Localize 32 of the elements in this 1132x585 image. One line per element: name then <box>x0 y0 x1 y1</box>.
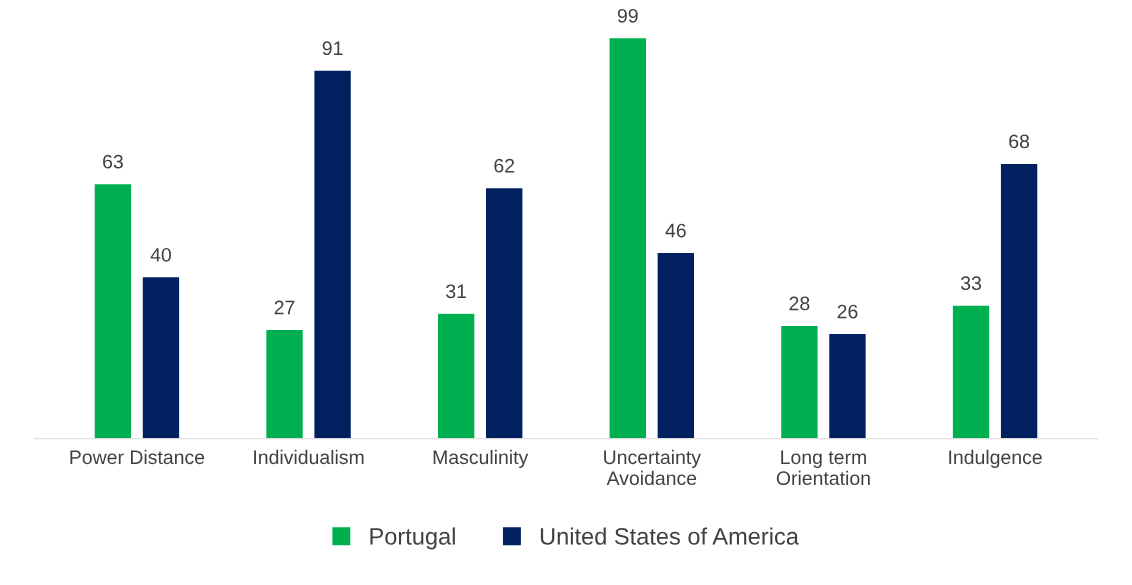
x-tick-label: Power Distance <box>70 449 205 465</box>
data-label: 62 <box>494 158 515 173</box>
bar <box>999 162 1039 439</box>
data-label: 33 <box>960 276 981 291</box>
bar <box>264 328 305 439</box>
bar <box>313 69 353 439</box>
data-label: 28 <box>789 296 810 311</box>
data-label: 63 <box>103 154 123 169</box>
bar <box>141 275 181 439</box>
bar <box>436 312 476 439</box>
data-label: 31 <box>446 284 467 299</box>
data-label: 68 <box>1009 134 1030 149</box>
x-tick-label: Long term Orientation <box>776 450 870 486</box>
legend-label: United States of America <box>540 527 799 545</box>
data-label: 99 <box>617 8 638 23</box>
bar <box>951 304 991 439</box>
x-tick-label: Indulgence <box>949 449 1042 468</box>
bar <box>608 36 648 439</box>
data-label: 46 <box>665 223 686 238</box>
x-tick-label: Uncertainty Avoidance <box>604 449 701 486</box>
data-label: 27 <box>274 300 295 315</box>
x-tick-label: Individualism <box>254 449 364 465</box>
bar <box>779 324 819 439</box>
data-label: 91 <box>322 41 343 56</box>
bar <box>484 186 524 439</box>
data-label: 26 <box>837 304 858 319</box>
bar <box>656 251 696 439</box>
x-tick-label: Masculinity <box>433 449 529 468</box>
bar <box>93 182 133 439</box>
data-label: 40 <box>150 247 172 262</box>
legend-label: Portugal <box>370 527 455 550</box>
bar <box>827 332 868 439</box>
